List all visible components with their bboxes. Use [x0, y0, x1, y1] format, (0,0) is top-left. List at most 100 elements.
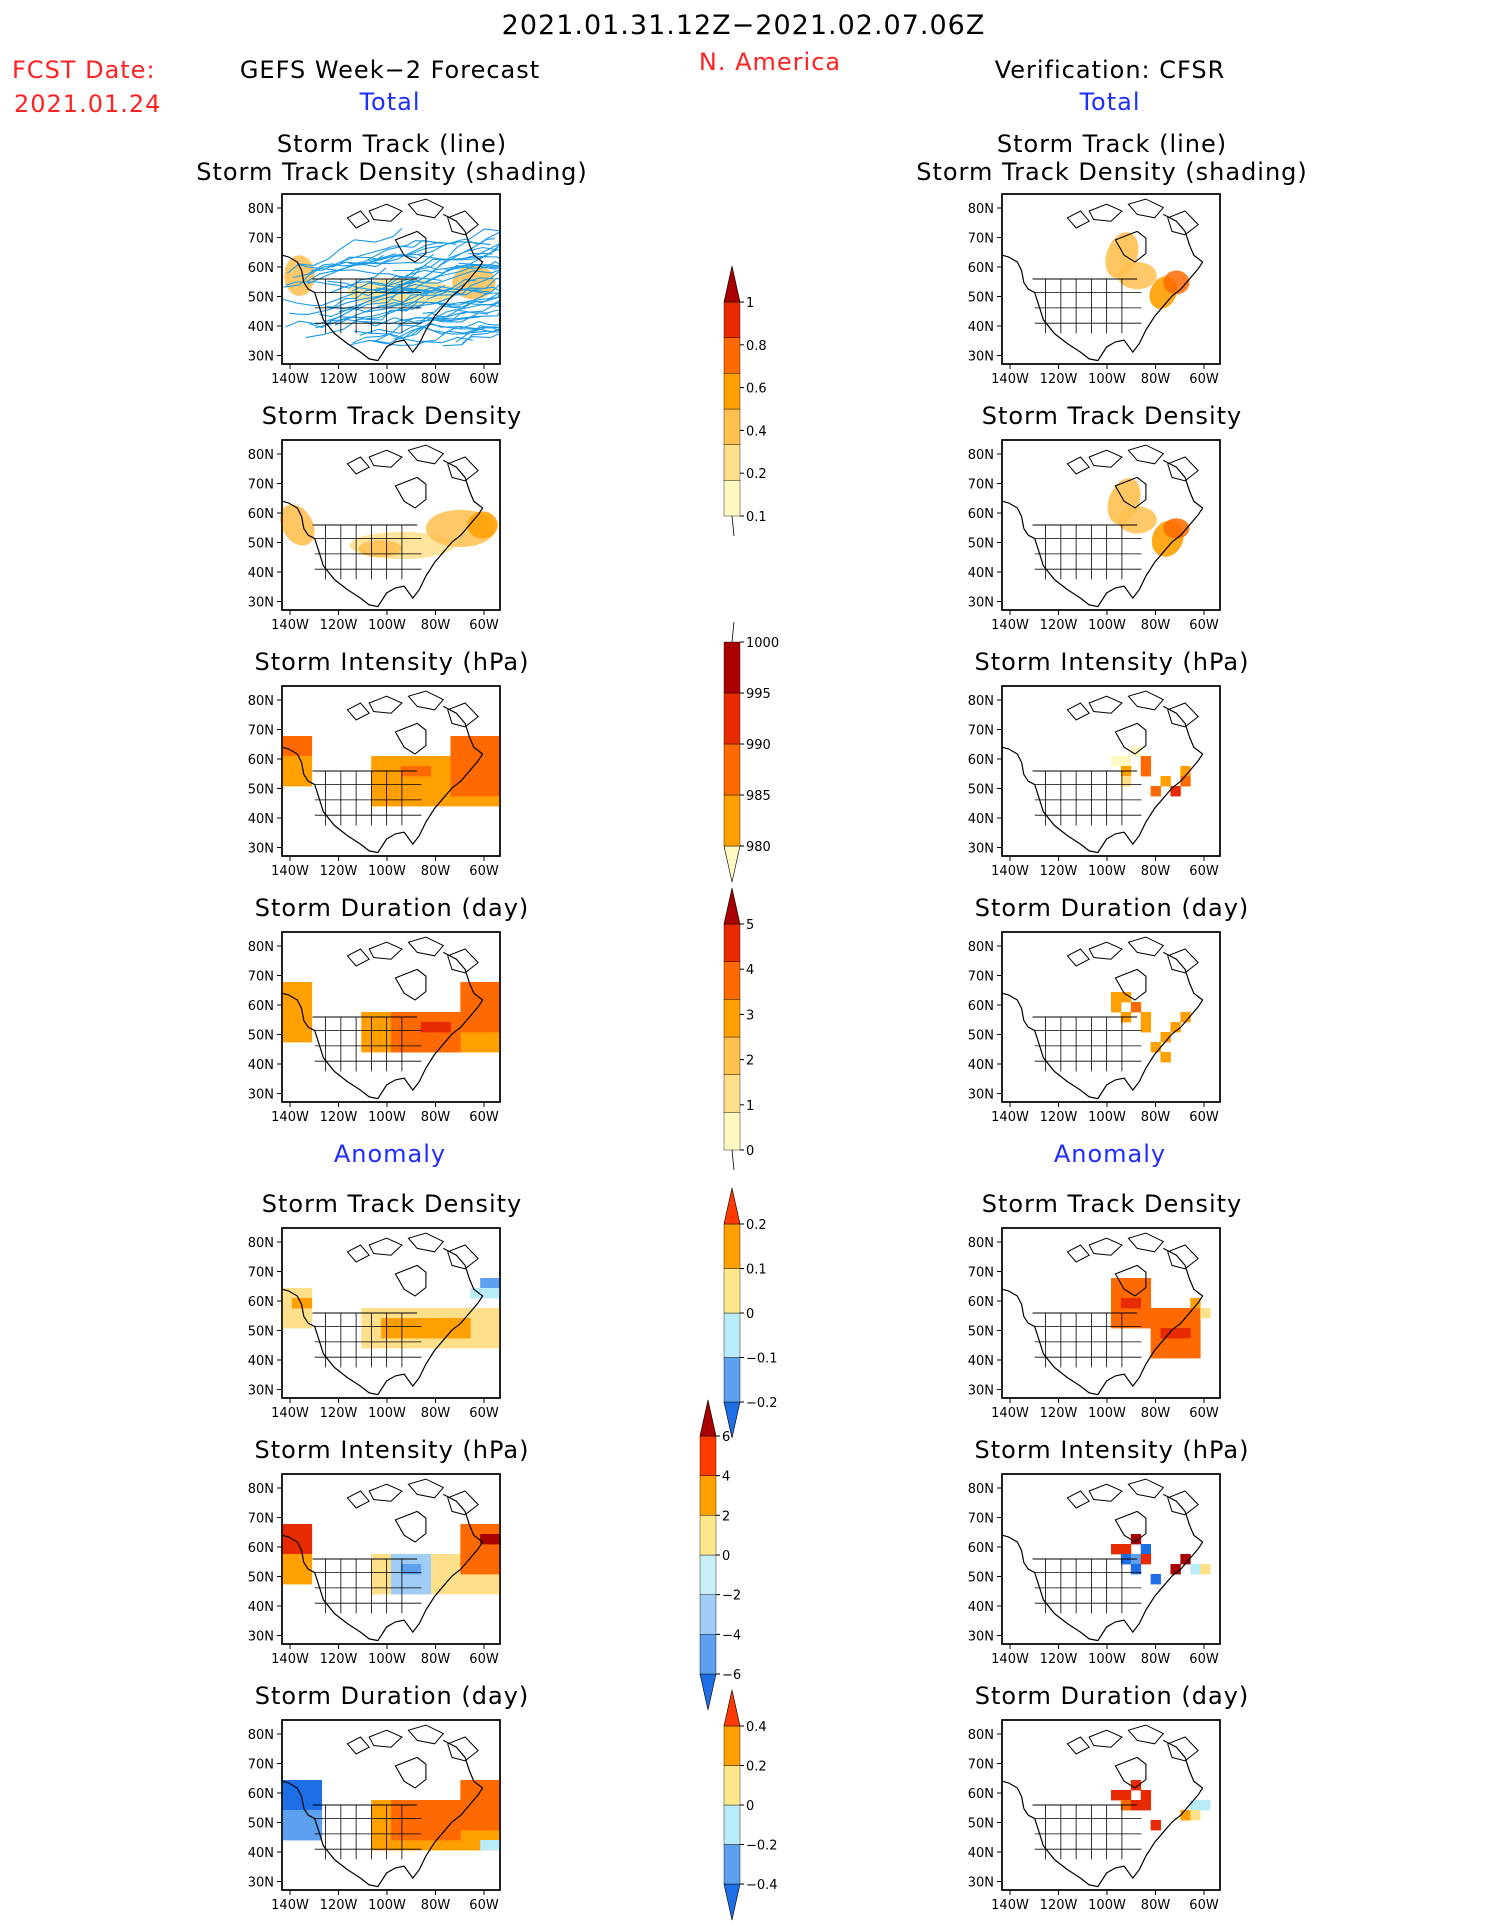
panel-title-track-shading-left: Storm Track Density (shading): [196, 158, 588, 186]
lon-tick-label: 120W: [1040, 864, 1078, 879]
lat-tick-label: 50N: [968, 783, 994, 798]
lat-tick-label: 60N: [968, 1541, 994, 1556]
lat-tick-label: 40N: [248, 1846, 274, 1861]
lat-tick-label: 70N: [248, 724, 274, 739]
lon-tick-label: 120W: [320, 1898, 358, 1913]
storm-track-line: [311, 239, 440, 271]
shaded-cells: [1111, 746, 1191, 797]
lon-tick-label: 60W: [469, 1406, 499, 1421]
colorbar-segment: [723, 301, 741, 338]
colorbar-tick-label: −0.4: [746, 1878, 778, 1893]
colorbar-segment: [723, 1112, 741, 1151]
lon-tick-label: 140W: [271, 1110, 309, 1125]
lon-tick-label: 80W: [1141, 1406, 1171, 1421]
colorbar-tick-label: −0.2: [746, 1396, 778, 1411]
map-panel-verification-6: 80N 70N 60N 50N 40N 30N 140W 120W 100W 80W 60W: [968, 1719, 1221, 1913]
map-panel-verification-0: 80N 70N 60N 50N 40N 30N 140W 120W 100W 80W 60W: [968, 193, 1221, 387]
lat-tick-label: 40N: [968, 812, 994, 827]
lat-tick-label: 40N: [968, 1354, 994, 1369]
lon-tick-label: 60W: [469, 372, 499, 387]
map-outline: [1001, 444, 1204, 608]
lat-tick-label: 30N: [968, 1630, 994, 1645]
lat-tick-label: 60N: [968, 261, 994, 276]
colorbar-duration_total: 5 4 3 2 1 0: [723, 887, 754, 1171]
lat-tick-label: 80N: [248, 448, 274, 463]
shaded-cells: [282, 1780, 501, 1851]
lon-tick-label: 140W: [991, 1652, 1029, 1667]
colorbar-tick-label: 990: [746, 738, 771, 753]
colorbar-segment: [699, 1435, 717, 1476]
map-outline: [1001, 1724, 1204, 1888]
region-label: N. America: [698, 48, 842, 76]
lat-tick-label: 70N: [968, 478, 994, 493]
colorbar-tick-label: 5: [746, 918, 754, 933]
lon-tick-label: 140W: [991, 372, 1029, 387]
lon-tick-label: 60W: [1189, 1406, 1219, 1421]
lat-tick-label: 50N: [248, 1817, 274, 1832]
lon-tick-label: 100W: [1088, 1898, 1126, 1913]
storm-track-line: [285, 267, 387, 289]
lon-tick-label: 60W: [1189, 1110, 1219, 1125]
map-outline: [1001, 690, 1204, 854]
colorbar-tick-label: 985: [746, 789, 771, 804]
colorbar-segment: [723, 999, 741, 1038]
lat-tick-label: 50N: [968, 1571, 994, 1586]
lon-tick-label: 120W: [1040, 1898, 1078, 1913]
colorbar-segment: [723, 923, 741, 962]
lat-tick-label: 40N: [968, 1058, 994, 1073]
colorbar-segment: [723, 337, 741, 374]
lat-tick-label: 40N: [248, 1600, 274, 1615]
lat-tick-label: 70N: [968, 1512, 994, 1527]
colorbar-tick-label: 0: [746, 1144, 754, 1159]
lon-tick-label: 80W: [421, 1898, 451, 1913]
lon-tick-label: 100W: [368, 618, 406, 633]
lon-tick-label: 100W: [1088, 1406, 1126, 1421]
panel-title-track-line-left: Storm Track (line): [276, 130, 508, 158]
colorbar-tick-label: 0: [746, 1799, 754, 1814]
lon-tick-label: 120W: [320, 1110, 358, 1125]
storm-track-line: [363, 316, 481, 325]
colorbar-segment: [723, 1312, 741, 1358]
storm-track-line: [338, 301, 456, 313]
lon-tick-label: 100W: [1088, 1110, 1126, 1125]
colorbar-segment: [723, 1268, 741, 1314]
colorbar-segment: [723, 1223, 741, 1269]
lon-tick-label: 100W: [368, 1406, 406, 1421]
colorbar-density_anom: 0.2 0.1 0 −0.1 −0.2: [723, 1187, 778, 1439]
lon-tick-label: 140W: [271, 1652, 309, 1667]
map-panel-verification-4: 80N 70N 60N 50N 40N 30N 140W 120W 100W 80W 60W: [968, 1227, 1221, 1421]
lon-tick-label: 60W: [1189, 1898, 1219, 1913]
colorbar-segment: [723, 961, 741, 1000]
colorbar-segment: [699, 1594, 717, 1635]
lon-tick-label: 140W: [991, 618, 1029, 633]
colorbar-tick-label: 4: [746, 963, 754, 978]
lon-tick-label: 80W: [421, 1406, 451, 1421]
panel-title-duration-left: Storm Duration (day): [254, 894, 530, 922]
colorbar-tick-label: 0.6: [746, 382, 767, 397]
colorbar-intensity_anom: 6 4 2 0 −2 −4 −6: [699, 1399, 741, 1711]
colorbar-segment: [699, 1634, 717, 1675]
lon-tick-label: 120W: [320, 864, 358, 879]
lat-tick-label: 80N: [968, 694, 994, 709]
shaded-cells: [282, 1278, 501, 1349]
lat-tick-label: 30N: [968, 1876, 994, 1891]
colorbar-tip: [723, 1187, 741, 1225]
lat-tick-label: 50N: [968, 1029, 994, 1044]
storm-track-line: [289, 275, 420, 315]
panel-title-density-right: Storm Track Density: [981, 402, 1243, 430]
lon-tick-label: 120W: [1040, 1406, 1078, 1421]
colorbar-tick-label: 0.2: [746, 1218, 767, 1233]
lat-tick-label: 30N: [968, 350, 994, 365]
lon-tick-label: 60W: [1189, 618, 1219, 633]
panel-title-duration-right: Storm Duration (day): [974, 894, 1250, 922]
colorbar-segment: [699, 1475, 717, 1516]
colorbar-segment: [723, 444, 741, 481]
density-shading: [280, 504, 498, 560]
map-outline: [1001, 1478, 1204, 1642]
map-panel-forecast-1: 80N 70N 60N 50N 40N 30N 140W 120W 100W 80W 60W: [248, 439, 501, 633]
map-panel-verification-5: 80N 70N 60N 50N 40N 30N 140W 120W 100W 80W 60W: [968, 1473, 1221, 1667]
map-panel-forecast-4: 80N 70N 60N 50N 40N 30N 140W 120W 100W 80W 60W: [248, 1227, 501, 1421]
colorbar-segment: [723, 794, 741, 847]
lon-tick-label: 120W: [1040, 1652, 1078, 1667]
